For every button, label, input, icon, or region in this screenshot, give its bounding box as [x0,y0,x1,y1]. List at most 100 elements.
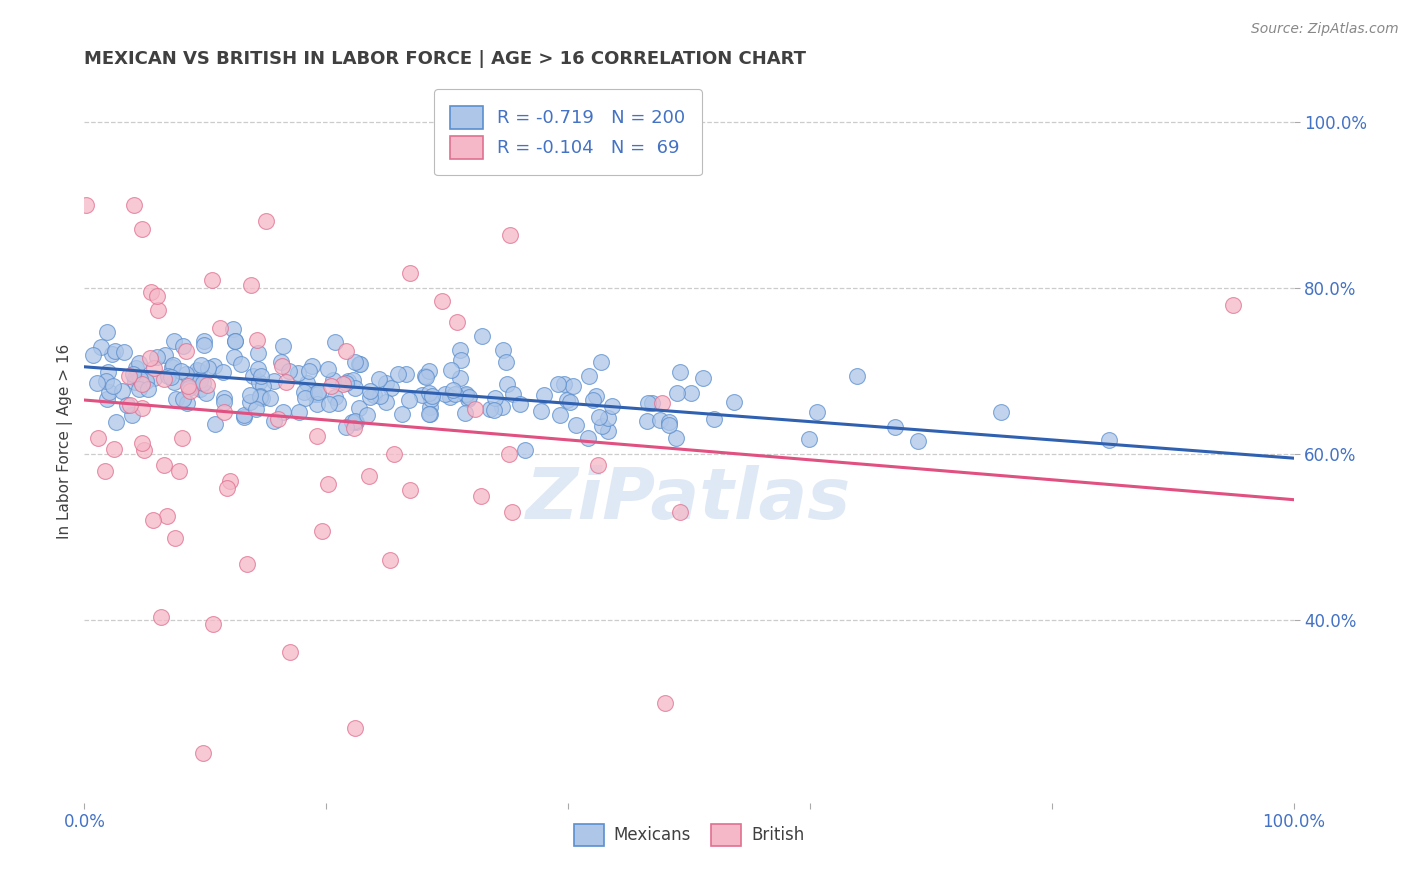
Point [446,315,468,329]
Point [195,378,218,392]
Point [104,343,127,358]
Point [884,420,907,434]
Point [302,387,325,401]
Point [368,371,391,385]
Point [450,353,472,368]
Point [294,392,316,406]
Point [215,481,238,495]
Point [845,369,868,384]
Point [177,378,200,392]
Text: MEXICAN VS BRITISH IN LABOR FORCE | AGE > 16 CORRELATION CHART: MEXICAN VS BRITISH IN LABOR FORCE | AGE … [84,50,807,68]
Point [356,409,378,423]
Point [464,401,486,416]
Point [907,434,929,449]
Point [395,367,418,381]
Point [87,431,110,445]
Point [111,384,134,399]
Point [222,321,245,335]
Point [212,391,235,405]
Point [806,405,828,419]
Point [172,431,194,445]
Point [990,405,1012,419]
Point [596,411,619,425]
Point [204,417,226,432]
Point [125,361,148,376]
Point [246,333,269,347]
Point [174,368,197,382]
Point [375,395,398,409]
Point [415,369,437,384]
Point [375,376,398,391]
Point [180,376,202,390]
Point [167,464,190,478]
Point [146,350,169,364]
Point [156,509,179,524]
Legend: Mexicans, British: Mexicans, British [567,818,811,852]
Point [344,415,367,429]
Point [328,396,350,410]
Point [153,458,176,472]
Point [322,373,344,387]
Point [307,387,329,401]
Point [344,721,367,735]
Point [292,384,315,399]
Point [295,376,318,391]
Point [359,384,381,399]
Point [278,364,301,378]
Point [146,289,169,303]
Point [135,374,157,388]
Point [1222,297,1244,311]
Point [576,431,599,445]
Point [548,408,571,422]
Point [496,377,519,392]
Point [654,696,676,710]
Point [342,415,364,429]
Point [129,371,152,385]
Point [347,357,370,371]
Point [430,293,453,308]
Point [449,370,471,384]
Point [156,369,179,384]
Point [160,370,183,384]
Point [359,469,381,483]
Point [179,384,201,398]
Point [454,388,477,402]
Point [439,390,461,404]
Point [259,391,281,405]
Point [212,405,235,419]
Point [470,490,492,504]
Point [239,394,262,409]
Point [482,403,505,417]
Point [202,617,225,632]
Point [343,355,366,369]
Point [218,474,240,488]
Point [288,405,311,419]
Point [94,374,117,388]
Point [387,367,409,381]
Point [131,221,153,235]
Point [637,396,659,410]
Point [323,390,346,404]
Point [224,334,246,348]
Point [96,392,118,407]
Point [307,384,329,399]
Point [236,558,259,572]
Point [418,386,440,401]
Point [665,386,688,401]
Point [420,389,443,403]
Point [301,359,323,373]
Point [124,371,146,385]
Point [249,390,271,404]
Point [586,458,609,472]
Point [250,368,273,383]
Point [246,362,269,376]
Point [270,354,292,368]
Point [419,401,441,415]
Point [316,362,339,376]
Point [305,429,328,443]
Point [252,378,274,392]
Point [247,346,270,360]
Point [589,355,612,369]
Point [378,553,401,567]
Point [280,645,302,659]
